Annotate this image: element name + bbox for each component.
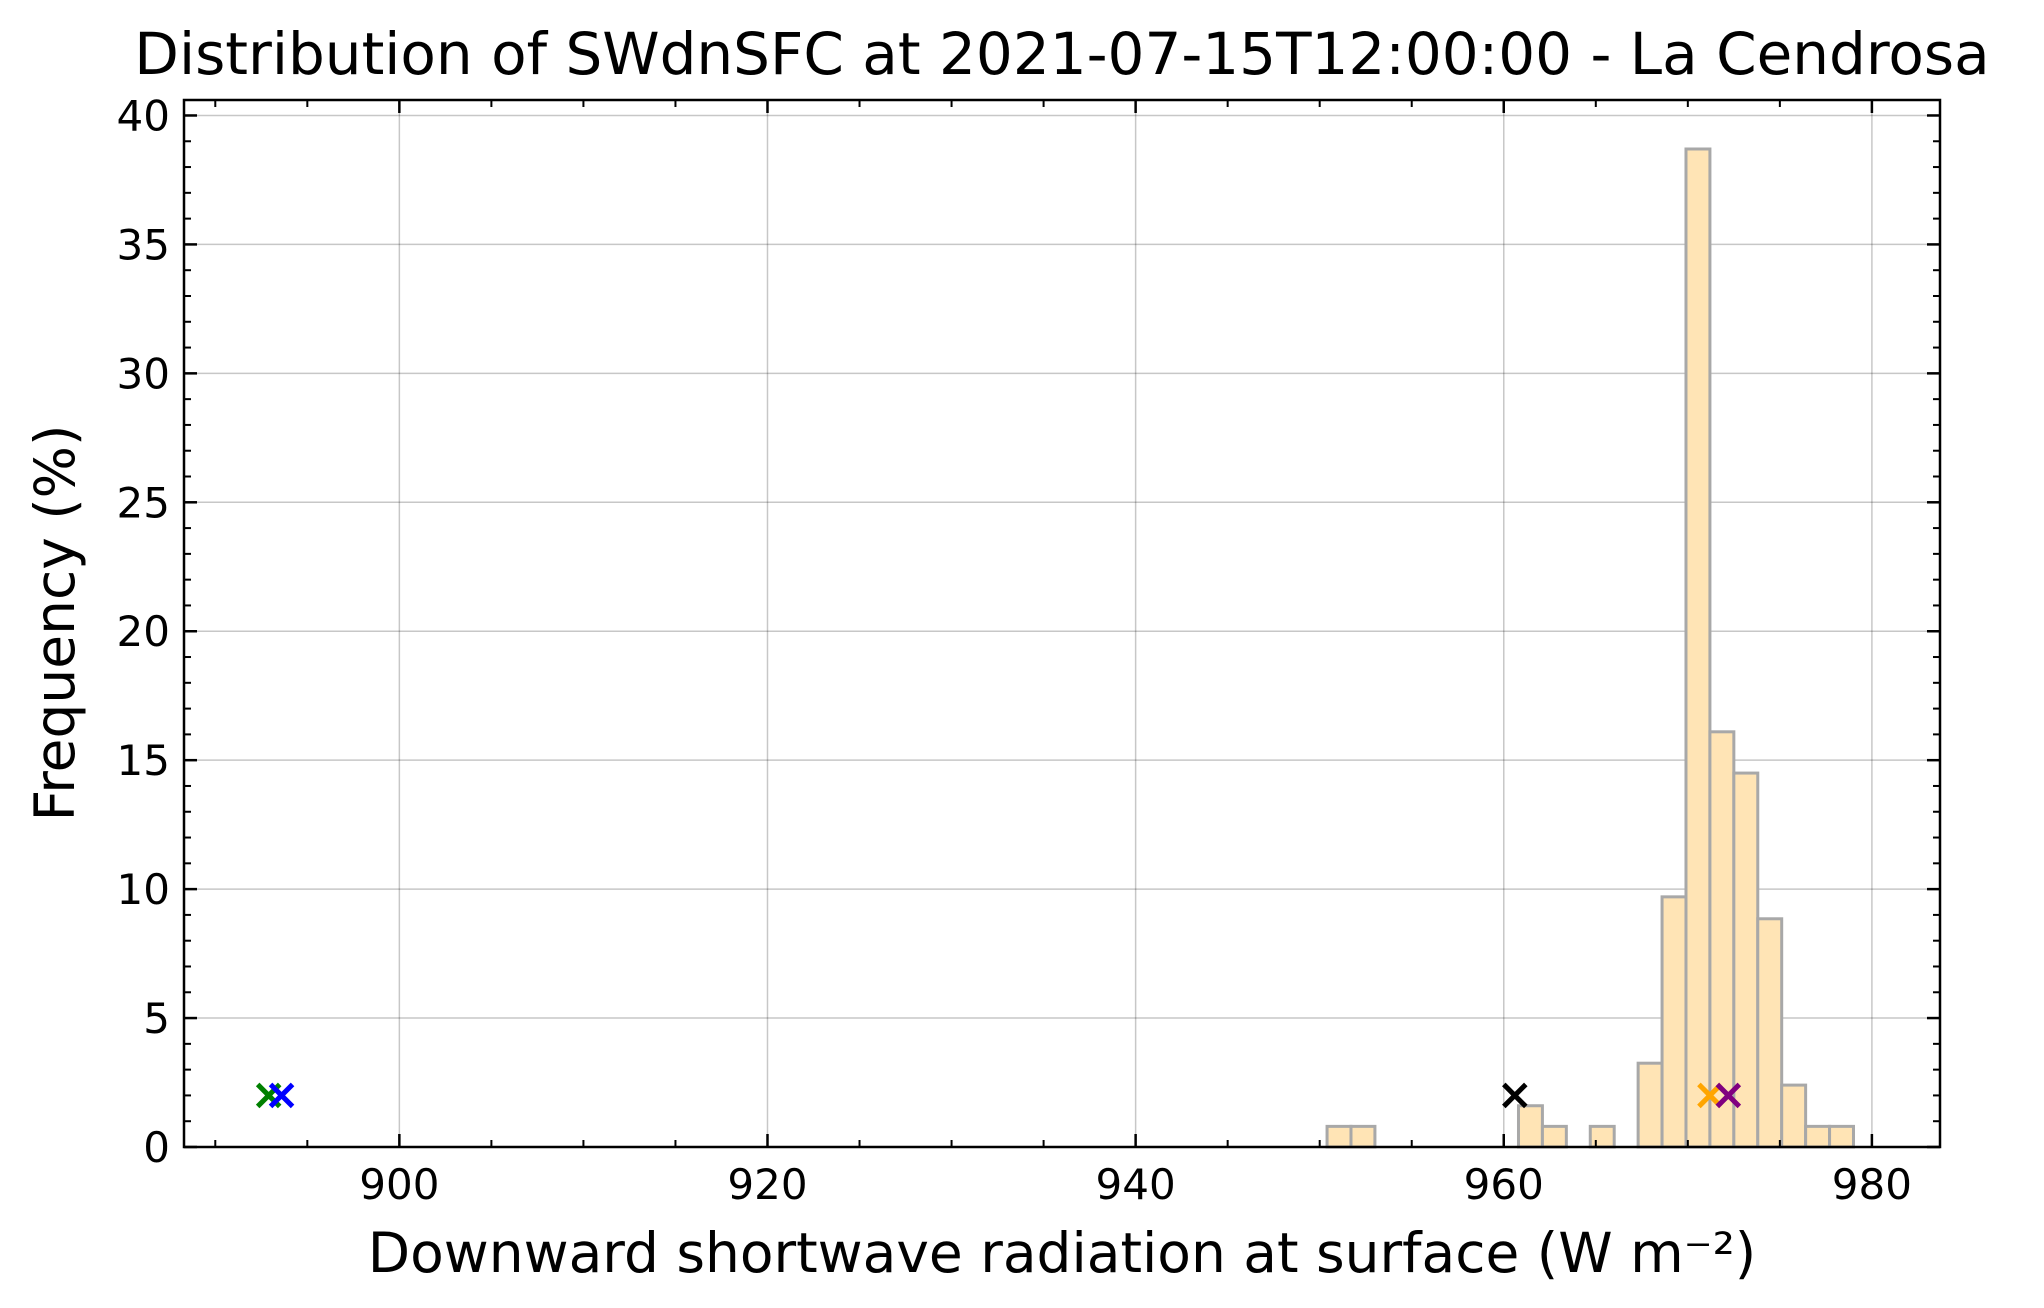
x-tick-label: 900	[359, 1160, 439, 1209]
histogram-bar-8	[1708, 730, 1736, 1149]
marker-1	[268, 1082, 295, 1109]
y-tick-label: 0	[143, 1123, 170, 1172]
chart-title: Distribution of SWdnSFC at 2021-07-15T12…	[134, 20, 1989, 88]
histogram-bar-9	[1732, 771, 1760, 1149]
histogram-bar-2	[1516, 1104, 1544, 1149]
x-tick-label: 920	[727, 1160, 807, 1209]
histogram-bar-12	[1804, 1124, 1832, 1149]
marker-2	[1502, 1082, 1528, 1109]
histogram-bar-13	[1828, 1124, 1855, 1149]
histogram-bar-1	[1349, 1124, 1377, 1149]
x-axis-title: Downward shortwave radiation at surface …	[368, 1221, 1756, 1285]
histogram-bar-3	[1540, 1124, 1568, 1149]
histogram-bar-4	[1588, 1124, 1616, 1149]
histogram-bar-6	[1660, 895, 1688, 1149]
histogram-bar-5	[1636, 1061, 1664, 1149]
y-tick-label: 30	[117, 349, 170, 398]
marker-3	[1697, 1082, 1723, 1109]
y-tick-label: 20	[117, 607, 170, 656]
x-tick-label: 940	[1096, 1160, 1176, 1209]
y-tick-labels: 0 5 10 15 20 25 30 35 40	[117, 91, 170, 1172]
y-tick-label: 40	[117, 91, 170, 140]
axis-ticks	[184, 100, 1940, 1149]
y-tick-label: 5	[143, 994, 170, 1043]
histogram-bar-0	[1325, 1124, 1353, 1149]
histogram-bar-11	[1780, 1083, 1808, 1149]
y-tick-label: 10	[117, 865, 170, 914]
y-axis-title: Frequency (%)	[23, 425, 87, 822]
histogram-bar-7	[1684, 147, 1712, 1149]
x-tick-label: 960	[1464, 1160, 1544, 1209]
histogram-bar-10	[1756, 917, 1784, 1149]
histogram-bars	[1325, 147, 1855, 1149]
marker-4	[1715, 1082, 1742, 1109]
y-tick-label: 15	[117, 736, 170, 785]
value-markers	[255, 1082, 1742, 1109]
y-tick-label: 35	[117, 220, 170, 269]
x-tick-labels: 900 920 940 960 980	[359, 1160, 1912, 1209]
y-tick-label: 25	[117, 478, 170, 527]
plot-frame	[182, 98, 1942, 1149]
x-tick-label: 980	[1832, 1160, 1912, 1209]
